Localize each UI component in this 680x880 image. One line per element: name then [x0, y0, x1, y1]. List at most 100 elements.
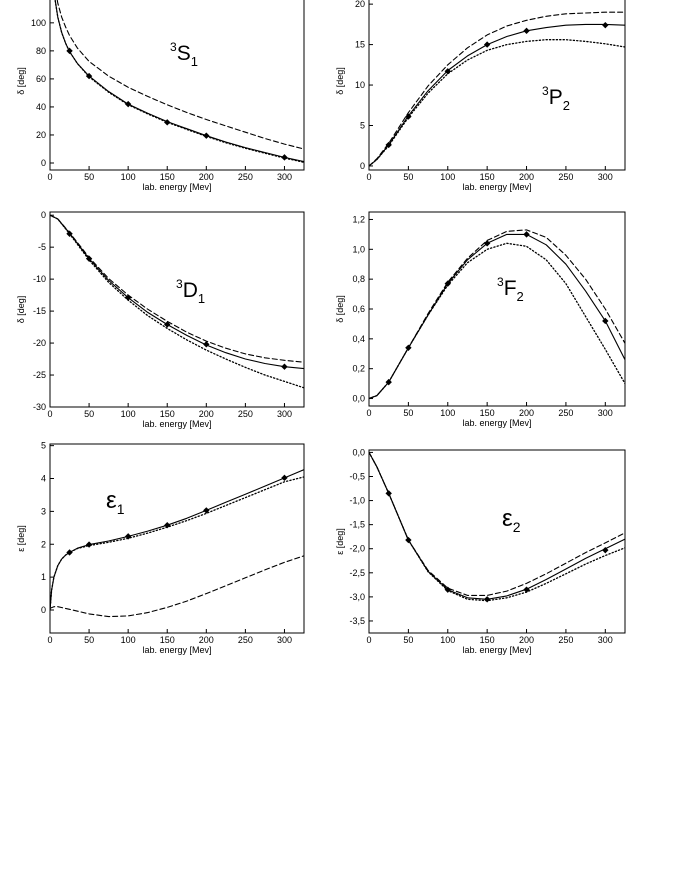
- data-point-marker: [405, 536, 412, 544]
- data-point-marker: [85, 255, 93, 262]
- y-axis-label: ε [deg]: [335, 528, 345, 555]
- series-line-dashed: [50, 214, 304, 363]
- y-tick-label: 10: [355, 80, 365, 90]
- y-tick-label: 5: [360, 121, 365, 131]
- x-tick-label: 300: [277, 409, 292, 419]
- data-point-marker: [164, 119, 171, 126]
- data-point-marker: [66, 230, 73, 237]
- x-tick-label: 100: [440, 635, 455, 645]
- y-tick-label: 0,4: [352, 334, 365, 344]
- x-axis-label: lab. energy [Mev]: [142, 419, 211, 429]
- panel-label: ε1: [106, 487, 125, 517]
- data-point-marker: [385, 490, 392, 497]
- x-tick-label: 150: [160, 172, 175, 182]
- x-tick-label: 250: [558, 408, 573, 418]
- data-point-marker: [124, 294, 132, 301]
- y-tick-label: 0: [41, 210, 46, 220]
- data-point-marker: [85, 541, 93, 548]
- x-tick-label: 250: [558, 172, 573, 182]
- x-tick-label: 150: [480, 172, 495, 182]
- plot-frame: [368, 211, 626, 407]
- y-tick-label: 3: [41, 506, 46, 516]
- x-tick-label: 300: [598, 172, 613, 182]
- y-tick-label: -2,5: [349, 568, 365, 578]
- x-tick-label: 0: [47, 172, 52, 182]
- series-line-solid: [369, 23, 625, 167]
- data-point-marker: [164, 521, 171, 529]
- panel-label: 3S1: [170, 40, 198, 69]
- x-tick-label: 300: [598, 408, 613, 418]
- x-tick-label: 300: [277, 635, 292, 645]
- chart-panel-3F2: 0 50 100 150 200 250 300 0,0 0,2 0,4 0,6 0,8 1,0 1,2 l…: [335, 211, 626, 428]
- data-point-marker: [164, 321, 171, 328]
- y-tick-label: -0,5: [349, 471, 365, 481]
- chart-panel-eps1: 0 50 100 150 200 250 300 0 1 2 3 4 5 lab. energy [Mev…: [16, 441, 305, 655]
- series-line-dashed: [50, 555, 304, 618]
- series-line-solid: [50, 469, 304, 611]
- plot-frame: [49, 443, 305, 634]
- series-line-dashed: [56, 0, 304, 150]
- series-line-solid: [369, 451, 625, 600]
- y-tick-label: -1,0: [349, 496, 365, 506]
- x-tick-label: 200: [519, 408, 534, 418]
- data-point-marker: [203, 341, 210, 348]
- data-point-marker: [602, 317, 609, 325]
- y-tick-label: 0: [41, 158, 46, 168]
- series-line-dotted: [369, 39, 625, 167]
- y-tick-label: 1,2: [352, 214, 365, 224]
- y-axis-label: δ [deg]: [16, 296, 26, 324]
- y-tick-label: 0,6: [352, 304, 365, 314]
- data-point-marker: [444, 280, 451, 287]
- y-tick-label: 5: [41, 441, 46, 451]
- x-tick-label: 250: [238, 409, 253, 419]
- x-axis-label: lab. energy [Mev]: [142, 182, 211, 192]
- data-point-marker: [124, 533, 132, 540]
- y-tick-label: 0: [41, 605, 46, 615]
- x-tick-label: 150: [480, 635, 495, 645]
- data-point-marker: [385, 378, 392, 386]
- data-point-marker: [281, 474, 288, 482]
- data-point-marker: [602, 546, 609, 554]
- y-tick-label: -15: [33, 306, 46, 316]
- plot-frame: [49, 0, 305, 171]
- y-tick-label: -3,5: [349, 616, 365, 626]
- x-tick-label: 150: [160, 409, 175, 419]
- data-point-marker: [483, 596, 491, 603]
- chart-panel-eps2: 0 50 100 150 200 250 300 0,0 -0,5 -1,0 -1,5 -2,0 -2,…: [335, 447, 626, 655]
- data-point-marker: [483, 41, 491, 48]
- x-tick-label: 50: [403, 408, 413, 418]
- x-axis-label: lab. energy [Mev]: [142, 645, 211, 655]
- series-line-dotted: [369, 451, 625, 602]
- data-point-marker: [405, 344, 412, 351]
- x-tick-label: 50: [84, 409, 94, 419]
- data-point-marker: [203, 132, 210, 139]
- chart-panel-3P2: 0 50 100 150 200 250 300 0 5 10 15 20 lab. energy [M…: [335, 0, 626, 192]
- y-tick-label: 15: [355, 40, 365, 50]
- y-tick-label: -1,5: [349, 520, 365, 530]
- series-line-dashed: [369, 229, 625, 400]
- data-point-marker: [85, 72, 93, 80]
- data-point-marker: [444, 586, 451, 593]
- series-line-dashed: [369, 11, 625, 167]
- y-axis-label: δ [deg]: [335, 67, 345, 95]
- panel-label: 3P2: [542, 84, 570, 113]
- x-tick-label: 100: [121, 635, 136, 645]
- y-axis-label: ε [deg]: [16, 525, 26, 552]
- x-axis-label: lab. energy [Mev]: [462, 182, 531, 192]
- x-tick-label: 250: [238, 172, 253, 182]
- panel-label: 3F2: [497, 275, 524, 304]
- series-line-dotted: [54, 0, 304, 163]
- panel-label: 3D1: [176, 277, 205, 306]
- data-point-marker: [385, 141, 392, 149]
- x-tick-label: 0: [366, 408, 371, 418]
- data-point-marker: [203, 507, 210, 514]
- x-tick-label: 0: [366, 172, 371, 182]
- x-axis-label: lab. energy [Mev]: [462, 418, 531, 428]
- y-tick-label: 0,0: [352, 394, 365, 404]
- x-tick-label: 50: [403, 635, 413, 645]
- x-tick-label: 0: [366, 635, 371, 645]
- x-tick-label: 200: [199, 409, 214, 419]
- x-tick-label: 200: [519, 172, 534, 182]
- y-tick-label: 100: [31, 18, 46, 28]
- data-point-marker: [523, 231, 530, 238]
